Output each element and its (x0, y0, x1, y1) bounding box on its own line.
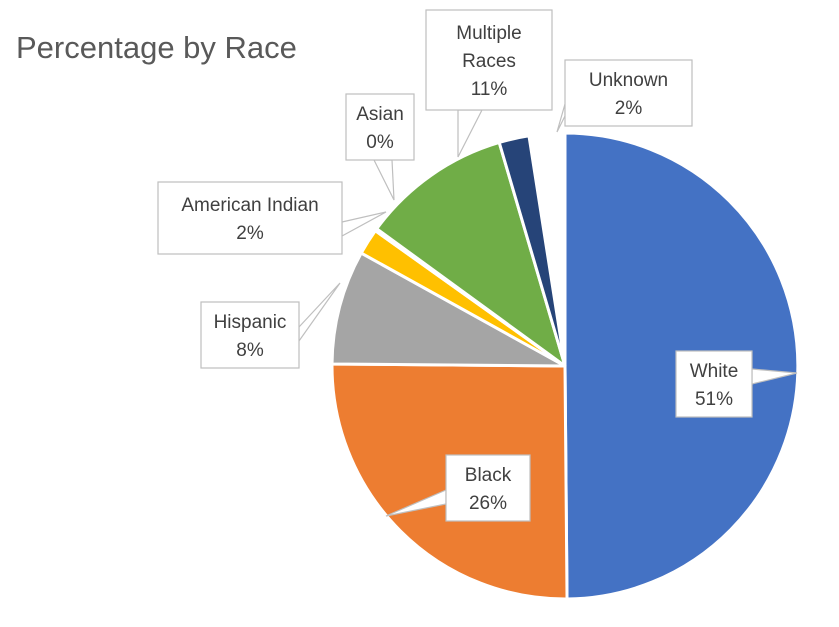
data-label-text: Multiple Races 11% (456, 23, 521, 100)
pie-slice-unknown (497, 134, 567, 368)
data-label-category: American Indian (181, 195, 318, 216)
data-label-text: Unknown 2% (589, 70, 668, 119)
data-label-category: Unknown (589, 70, 668, 91)
callout-pointer (556, 103, 566, 133)
data-label-value: 2% (236, 223, 264, 244)
data-label-text: American Indian 2% (181, 195, 318, 244)
data-label-value: 8% (236, 340, 264, 361)
data-label-category: Races (462, 51, 516, 72)
data-label-value: 0% (366, 132, 394, 153)
data-label-value: 26% (469, 493, 507, 514)
callout-box (564, 59, 693, 127)
callout-box (445, 454, 531, 522)
callout-box (675, 350, 753, 418)
data-label-text: Asian 0% (356, 104, 404, 153)
data-label-american-indian: American Indian 2% (157, 181, 387, 255)
data-label-white: White 51% (675, 350, 798, 418)
data-label-category: Black (465, 465, 512, 486)
data-label-category: Hispanic (214, 312, 287, 333)
data-label-value: 11% (471, 79, 508, 100)
pie-slice-multiple-races (375, 140, 567, 368)
callout-pointer (373, 159, 395, 201)
data-label-category: White (690, 361, 739, 382)
data-label-hispanic: Hispanic 8% (200, 282, 341, 369)
data-label-unknown: Unknown 2% (556, 59, 693, 133)
data-label-text: Hispanic 8% (214, 312, 287, 361)
callout-box (157, 181, 343, 255)
data-label-text: Black 26% (465, 465, 512, 514)
data-label-category: Asian (356, 104, 404, 125)
callout-box (425, 9, 553, 111)
data-label-multiple-races: Multiple Races 11% (425, 9, 553, 158)
data-labels: White 51% Black 26% Hispanic 8% American India… (157, 9, 798, 522)
data-label-black: Black 26% (385, 454, 531, 522)
pie-slice-hispanic (330, 251, 567, 368)
data-label-asian: Asian 0% (345, 93, 415, 201)
callout-box (200, 301, 300, 369)
data-label-category: Multiple (456, 23, 521, 44)
callout-box (345, 93, 415, 161)
chart-title: Percentage by Race (16, 30, 297, 65)
data-label-value: 2% (615, 98, 643, 119)
data-label-value: 51% (695, 389, 733, 410)
data-label-text: White 51% (690, 361, 739, 410)
